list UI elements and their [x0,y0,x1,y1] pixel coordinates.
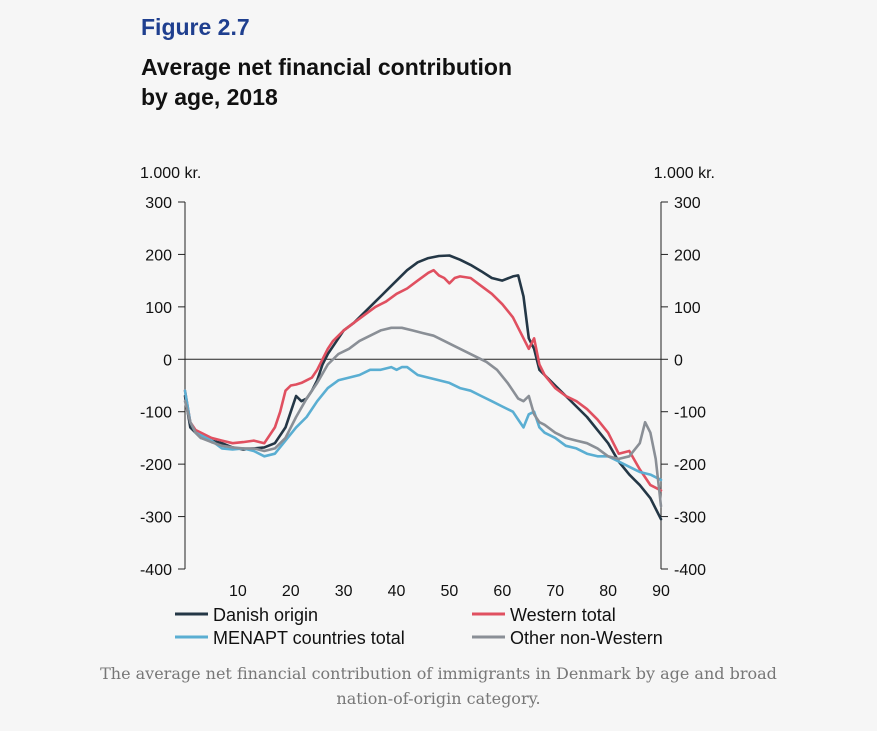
series-lines [183,254,663,521]
right-y-tick-label: 0 [674,352,683,369]
legend-label-other-non-western: Other non-Western [510,628,663,648]
right-y-axis-unit-label: 1.000 kr. [654,165,715,182]
right-y-tick-label: -300 [674,510,706,527]
x-tick-label: 70 [546,583,564,600]
x-tick-label: 30 [335,583,353,600]
x-tick-label: 80 [599,583,617,600]
right-y-tick-label: 200 [674,247,701,264]
x-tick-label: 90 [652,583,670,600]
legend-label-western-total: Western total [510,605,616,625]
left-y-tick-label: 0 [163,352,172,369]
figure-title-line-1: Average net financial contribution [141,54,513,80]
left-y-axis-unit-label: 1.000 kr. [140,165,201,182]
legend: Danish origin Western total MENAPT countri… [175,605,663,648]
x-tick-label: 60 [493,583,511,600]
series-line-western-total [183,268,663,492]
right-y-tick-label: -100 [674,405,706,422]
caption-line-1: The average net financial contribution o… [100,664,777,683]
series-line-other-non-western [183,326,663,508]
figure-label: Figure 2.7 [141,14,250,40]
legend-label-danish-origin: Danish origin [213,605,318,625]
x-tick-label: 40 [388,583,406,600]
left-y-tick-label: 300 [145,195,172,212]
line-chart: 300 300 200 200 100 100 0 0 -100 -100 -200 -200 -300… [140,165,715,648]
left-y-tick-label: 100 [145,300,172,317]
x-tick-label: 50 [441,583,459,600]
axes: 300 300 200 200 100 100 0 0 -100 -100 -200 -200 -300… [140,165,715,600]
left-y-tick-label: -100 [140,405,172,422]
legend-label-menapt-countries-total: MENAPT countries total [213,628,405,648]
left-y-tick-label: 200 [145,247,172,264]
left-y-tick-label: -200 [140,457,172,474]
x-tick-label: 20 [282,583,300,600]
left-y-tick-label: -300 [140,510,172,527]
x-tick-label: 10 [229,583,247,600]
right-y-tick-label: 300 [674,195,701,212]
series-line-menapt-countries-total [183,365,663,482]
right-y-tick-label: -200 [674,457,706,474]
right-y-tick-label: -400 [674,562,706,579]
figure-title: Average net financial contribution by ag… [141,52,641,112]
figure-title-line-2: by age, 2018 [141,84,278,110]
caption-line-2: nation-of-origin category. [336,689,541,708]
right-y-tick-label: 100 [674,300,701,317]
figure-caption: The average net financial contribution o… [80,661,797,711]
series-line-danish-origin [183,254,663,521]
left-y-tick-label: -400 [140,562,172,579]
